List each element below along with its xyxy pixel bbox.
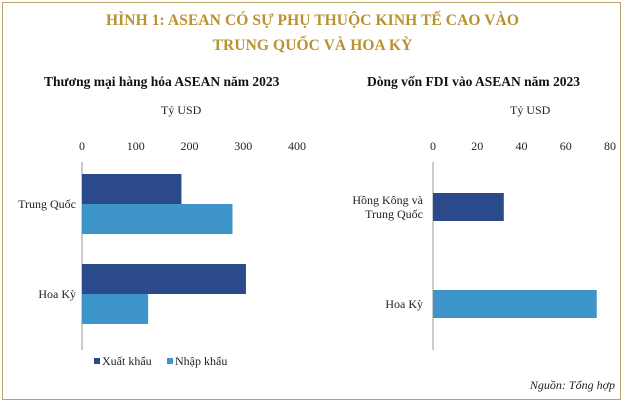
right-category-label: Hoa Kỳ	[385, 297, 423, 311]
left-bar-export	[82, 174, 182, 204]
right-chart-unit: Tỷ USD	[510, 103, 551, 117]
left-chart-unit: Tỷ USD	[161, 103, 202, 117]
left-category-label: Hoa Kỳ	[38, 287, 76, 301]
left-x-tick-label: 200	[181, 139, 199, 153]
right-bar	[433, 193, 504, 221]
right-x-tick-label: 40	[516, 139, 528, 153]
right-chart-title: Dòng vốn FDI vào ASEAN năm 2023	[367, 74, 581, 89]
left-bar-import	[82, 204, 233, 234]
legend-label-import: Nhập khẩu	[175, 354, 227, 368]
legend-label-export: Xuất khẩu	[102, 354, 152, 368]
left-x-tick-label: 300	[234, 139, 252, 153]
left-x-tick-label: 0	[79, 139, 85, 153]
legend-swatch-import	[167, 358, 173, 364]
right-x-tick-label: 20	[471, 139, 483, 153]
left-bar-import	[82, 294, 149, 324]
left-chart-title: Thương mại hàng hóa ASEAN năm 2023	[44, 74, 280, 89]
left-x-tick-label: 400	[288, 139, 306, 153]
title-line-2: TRUNG QUỐC VÀ HOA KỲ	[212, 37, 413, 54]
right-bar	[433, 290, 597, 318]
right-x-tick-label: 60	[560, 139, 572, 153]
source-note: Nguồn: Tổng hợp	[529, 378, 615, 392]
left-bar-export	[82, 264, 246, 294]
left-x-tick-label: 100	[127, 139, 145, 153]
left-category-label: Trung Quốc	[18, 197, 76, 211]
title-line-1: HÌNH 1: ASEAN CÓ SỰ PHỤ THUỘC KINH TẾ CA…	[105, 12, 519, 29]
right-x-tick-label: 0	[430, 139, 436, 153]
legend-swatch-export	[94, 358, 100, 364]
right-x-tick-label: 80	[604, 139, 616, 153]
right-category-label: Hồng Kông và Trung Quốc	[352, 193, 423, 221]
figure-title: HÌNH 1: ASEAN CÓ SỰ PHỤ THUỘC KINH TẾ CA…	[0, 8, 625, 58]
